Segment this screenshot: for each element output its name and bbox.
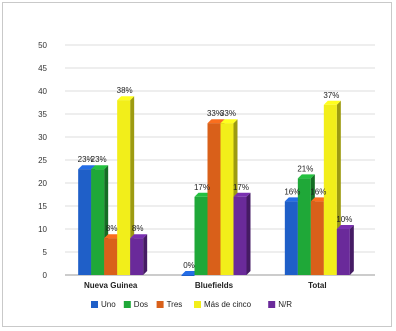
bar bbox=[284, 201, 298, 275]
data-label: 33% bbox=[220, 109, 236, 118]
data-label: 10% bbox=[336, 215, 352, 224]
bar-top bbox=[233, 192, 251, 197]
bar-top bbox=[284, 197, 302, 202]
bar bbox=[130, 238, 144, 275]
bar-top bbox=[104, 234, 122, 239]
legend: Uno Dos Tres Más de cinco N/R bbox=[91, 300, 292, 309]
x-tick-label: Bluefields bbox=[195, 281, 234, 290]
bar bbox=[310, 201, 324, 275]
y-tick-label: 30 bbox=[38, 133, 47, 142]
data-label: 33% bbox=[207, 109, 223, 118]
y-tick-label: 10 bbox=[38, 225, 47, 234]
legend-label: Uno bbox=[101, 300, 116, 309]
legend-swatch bbox=[123, 301, 131, 308]
x-tick-label: Nueva Guinea bbox=[84, 281, 138, 290]
bar-side bbox=[143, 234, 148, 275]
bar bbox=[220, 123, 234, 275]
bar bbox=[233, 196, 247, 275]
y-tick-label: 25 bbox=[38, 156, 47, 165]
data-label: 16% bbox=[284, 187, 300, 196]
bar-top bbox=[220, 119, 238, 124]
legend-label: Más de cinco bbox=[204, 300, 252, 309]
bar bbox=[297, 178, 311, 275]
data-label: 8% bbox=[132, 224, 144, 233]
data-label: 17% bbox=[233, 183, 249, 192]
bar bbox=[194, 196, 208, 275]
y-tick-label: 20 bbox=[38, 179, 47, 188]
bar-top bbox=[181, 271, 199, 275]
bar-top bbox=[336, 225, 354, 229]
x-axis-labels: Nueva Guinea Bluefields Total bbox=[84, 281, 327, 290]
data-label: 17% bbox=[194, 183, 210, 192]
y-tick-label: 15 bbox=[38, 202, 47, 211]
bars bbox=[78, 96, 354, 276]
data-label: 23% bbox=[91, 155, 107, 164]
bar-top bbox=[323, 100, 341, 105]
bar bbox=[207, 123, 221, 275]
x-tick-label: Total bbox=[308, 281, 327, 290]
legend-swatch bbox=[156, 301, 164, 308]
bar-top bbox=[91, 165, 109, 170]
chart-frame: 0 5 10 15 20 25 30 35 40 45 50 23% 23% 8% 38% 8% 0% 17% 3… bbox=[2, 2, 392, 327]
bar bbox=[104, 238, 118, 275]
y-tick-label: 5 bbox=[43, 248, 48, 257]
data-label: 16% bbox=[310, 187, 326, 196]
bar-side bbox=[349, 225, 354, 275]
bar bbox=[78, 169, 92, 275]
legend-swatch bbox=[194, 301, 201, 308]
bar-top bbox=[194, 192, 212, 197]
legend-label: N/R bbox=[278, 300, 292, 309]
data-label: 37% bbox=[323, 91, 339, 100]
bar-top bbox=[130, 234, 148, 239]
data-label: 0% bbox=[183, 261, 195, 270]
legend-label: Dos bbox=[134, 300, 148, 309]
legend-swatch bbox=[268, 301, 276, 308]
data-label: 21% bbox=[297, 164, 313, 173]
bar bbox=[336, 229, 350, 275]
bar-top bbox=[310, 197, 328, 202]
bar-top bbox=[78, 165, 96, 170]
bar-side bbox=[246, 192, 251, 275]
y-tick-label: 45 bbox=[38, 64, 47, 73]
y-tick-label: 40 bbox=[38, 87, 47, 96]
data-label: 38% bbox=[117, 86, 133, 95]
y-axis-ticks: 0 5 10 15 20 25 30 35 40 45 50 bbox=[38, 41, 47, 280]
legend-label: Tres bbox=[167, 300, 183, 309]
bar bbox=[117, 100, 131, 275]
data-label: 23% bbox=[78, 155, 94, 164]
bar bbox=[323, 104, 337, 275]
bar-chart: 0 5 10 15 20 25 30 35 40 45 50 23%23% 8% 38% 8% 0% 17% 3… bbox=[38, 41, 375, 309]
data-labels: 23%23% 8% 38% 8% 0% 17% 33%33% 17% 16% 21% 16% 37% 1… bbox=[78, 86, 353, 270]
data-label: 8% bbox=[106, 224, 118, 233]
bar bbox=[91, 169, 105, 275]
bar-side bbox=[130, 96, 135, 275]
y-tick-label: 50 bbox=[38, 41, 47, 50]
y-tick-label: 0 bbox=[43, 271, 48, 280]
bar-top bbox=[297, 174, 315, 179]
bar bbox=[181, 275, 195, 276]
y-tick-label: 35 bbox=[38, 110, 47, 119]
bar-top bbox=[117, 96, 135, 101]
legend-swatch bbox=[91, 301, 98, 308]
bar-top bbox=[207, 119, 225, 124]
